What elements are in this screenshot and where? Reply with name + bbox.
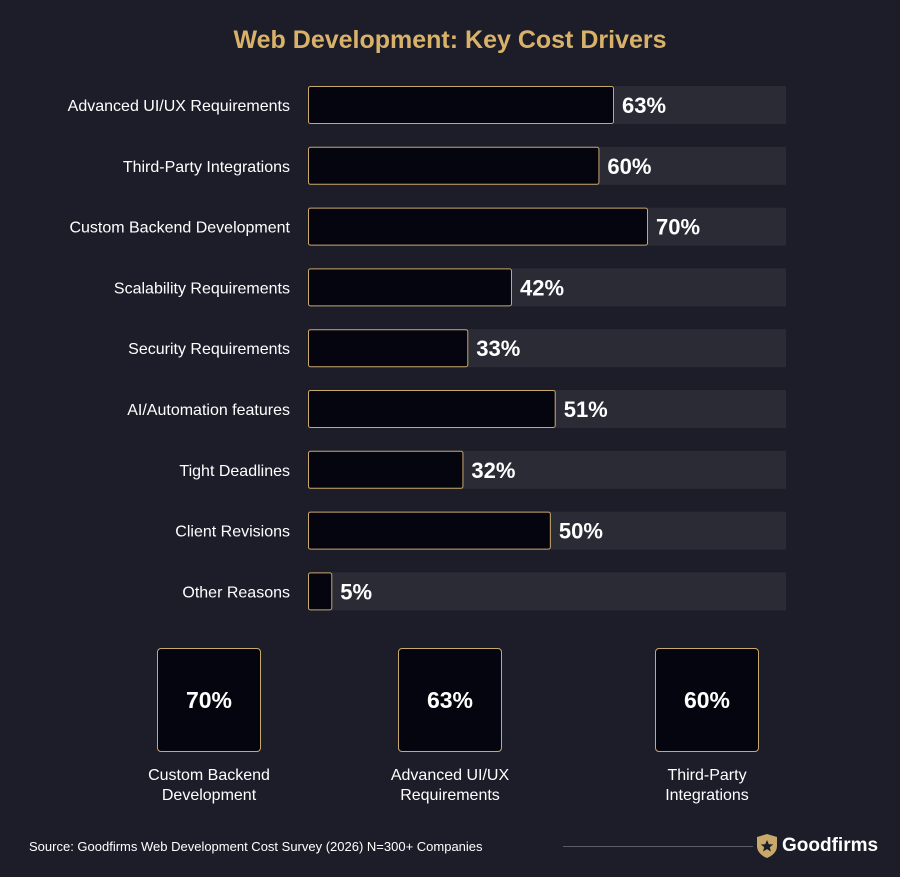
category-label: Client Revisions	[175, 524, 290, 541]
source-note: Source: Goodfirms Web Development Cost S…	[29, 839, 483, 854]
highlight-caption-2-line2: Requirements	[400, 787, 500, 804]
highlight-box-3: 60%	[655, 648, 759, 752]
highlight-box-2: 63%	[398, 648, 502, 752]
highlight-value-1: 70%	[185, 686, 233, 713]
highlight-caption-2-line1: Advanced UI/UX	[390, 767, 510, 784]
category-label: Tight Deadlines	[179, 463, 290, 480]
value-label: 5%	[340, 579, 372, 604]
bar-track	[308, 572, 786, 611]
bar	[308, 329, 469, 368]
bar	[308, 511, 551, 550]
category-label: Scalability Requirements	[114, 280, 290, 297]
highlight-value-2: 63%	[426, 686, 474, 713]
category-label: Security Requirements	[128, 341, 290, 358]
highlight-caption-2: Advanced UI/UX Requirements	[350, 766, 550, 806]
bar	[308, 86, 614, 124]
category-label: AI/Automation features	[127, 402, 290, 419]
highlight-caption-1: Custom Backend Development	[109, 766, 309, 806]
category-label: Custom Backend Development	[69, 220, 290, 237]
category-label: Advanced UI/UX Requirements	[68, 98, 290, 115]
chart-title: Web Development: Key Cost Drivers	[233, 26, 667, 54]
highlight-caption-3-line1: Third-Party	[667, 767, 747, 784]
brand-name: Goodfirms	[782, 835, 879, 856]
bar	[308, 572, 333, 611]
highlight-value-3: 60%	[683, 686, 731, 713]
value-label: 60%	[607, 154, 651, 179]
bar	[308, 146, 600, 185]
highlight-caption-1-line2: Development	[161, 787, 257, 804]
footer-divider	[563, 846, 753, 847]
category-label: Third-Party Integrations	[123, 159, 290, 176]
brand-logo: Goodfirms	[757, 834, 878, 858]
value-label: 50%	[559, 519, 603, 544]
value-label: 70%	[656, 215, 700, 240]
value-label: 63%	[622, 93, 666, 118]
value-label: 32%	[471, 458, 515, 483]
bar-chart: Advanced UI/UX Requirements 63% Third-Part…	[68, 86, 786, 611]
bar	[308, 268, 512, 307]
bar	[308, 390, 556, 428]
value-label: 42%	[520, 275, 564, 300]
value-label: 51%	[564, 397, 608, 422]
highlight-caption-3: Third-Party Integrations	[607, 766, 807, 806]
highlight-box-1: 70%	[157, 648, 261, 752]
bar	[308, 207, 648, 246]
bar	[308, 450, 464, 489]
shield-star-icon	[757, 834, 777, 858]
category-label: Other Reasons	[182, 584, 290, 601]
highlight-caption-3-line2: Integrations	[665, 787, 749, 804]
value-label: 33%	[476, 336, 520, 361]
highlight-caption-1-line1: Custom Backend	[148, 767, 270, 784]
